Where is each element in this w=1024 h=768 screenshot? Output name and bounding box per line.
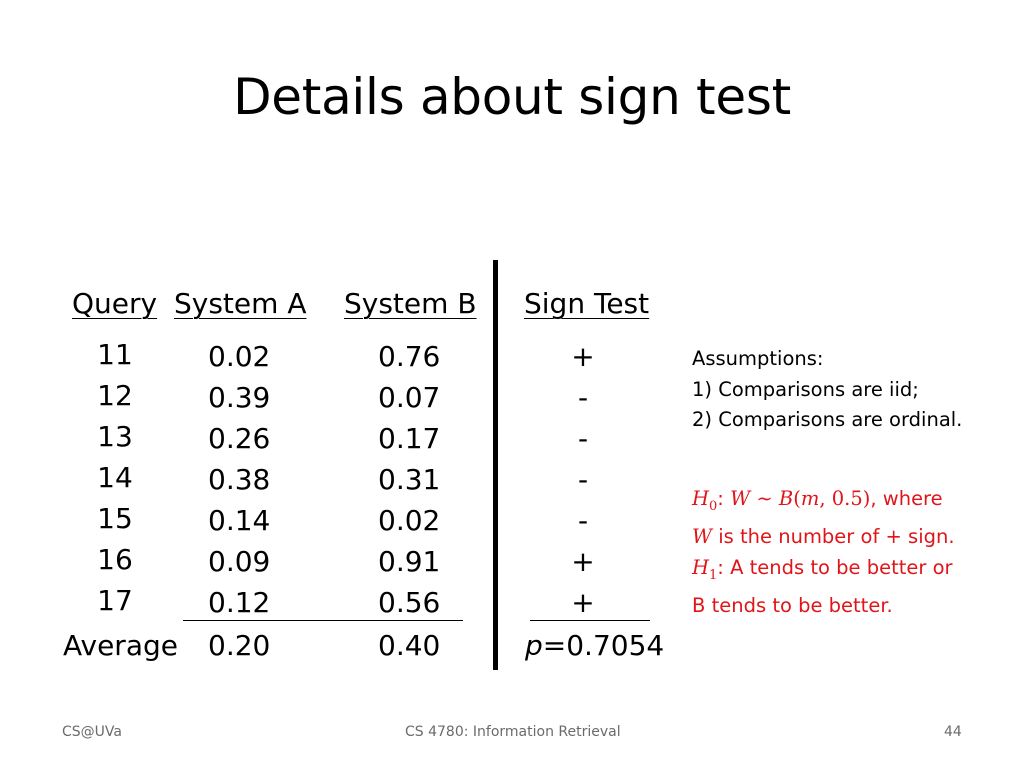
- p-value: p=0.7054: [525, 628, 664, 664]
- sign-cell: -: [577, 381, 589, 414]
- w-definition-line: W is the number of + sign.: [692, 525, 955, 549]
- query-cell: 15: [97, 502, 133, 535]
- system-b-cell: 0.17: [378, 422, 441, 455]
- system-a-cell: 0.26: [208, 422, 271, 455]
- sign-cell: -: [577, 504, 589, 537]
- system-a-cell: 0.39: [208, 381, 271, 414]
- system-b-cell: 0.76: [378, 340, 441, 373]
- system-a-cell: 0.14: [208, 504, 271, 537]
- sign-cell: +: [571, 340, 595, 373]
- system-b-cell: 0.07: [378, 381, 441, 414]
- p-value-number: =0.7054: [542, 629, 665, 662]
- system-b-cell: 0.31: [378, 463, 441, 496]
- column-divider: [493, 260, 498, 670]
- query-cell: 14: [97, 461, 133, 494]
- footer-left: CS@UVa: [62, 724, 122, 740]
- system-b-cell: 0.56: [378, 586, 441, 619]
- header-sign-test: Sign Test: [524, 287, 650, 320]
- assumption-item: 2) Comparisons are ordinal.: [692, 408, 963, 431]
- average-system-b: 0.40: [378, 629, 441, 662]
- system-a-cell: 0.12: [208, 586, 271, 619]
- footer-course: CS 4780: Information Retrieval: [405, 724, 621, 740]
- system-b-cell: 0.91: [378, 545, 441, 578]
- slide-title: Details about sign test: [233, 68, 791, 126]
- p-value-separator-line: [530, 620, 650, 621]
- assumptions-block: Assumptions: 1) Comparisons are iid; 2) …: [692, 344, 962, 436]
- page-number: 44: [944, 724, 962, 740]
- system-a-cell: 0.38: [208, 463, 271, 496]
- query-cell: 13: [97, 420, 133, 453]
- sign-cell: -: [577, 463, 589, 496]
- system-a-cell: 0.02: [208, 340, 271, 373]
- null-hypothesis-line: H0: W ∼ B(m, 0.5), where: [692, 487, 943, 514]
- sign-cell: +: [571, 586, 595, 619]
- average-system-a: 0.20: [208, 629, 271, 662]
- average-label: Average: [63, 629, 178, 662]
- sign-cell: +: [571, 545, 595, 578]
- system-a-cell: 0.09: [208, 545, 271, 578]
- sign-cell: -: [577, 422, 589, 455]
- assumptions-heading: Assumptions:: [692, 347, 824, 370]
- system-b-cell: 0.02: [378, 504, 441, 537]
- query-cell: 11: [97, 338, 133, 371]
- p-symbol: p: [525, 629, 543, 662]
- header-query: Query: [72, 287, 158, 320]
- alternative-hypothesis-continuation: B tends to be better.: [692, 594, 893, 618]
- query-cell: 16: [97, 543, 133, 576]
- average-separator-line: [183, 620, 463, 621]
- assumption-item: 1) Comparisons are iid;: [692, 377, 919, 401]
- header-system-b: System B: [344, 287, 477, 320]
- header-system-a: System A: [174, 287, 307, 320]
- query-cell: 12: [97, 379, 133, 412]
- query-cell: 17: [97, 584, 133, 617]
- hypotheses-block: H0: W ∼ B(m, 0.5), where W is the number…: [692, 484, 955, 622]
- alternative-hypothesis-line: H1: A tends to be better or: [692, 555, 953, 583]
